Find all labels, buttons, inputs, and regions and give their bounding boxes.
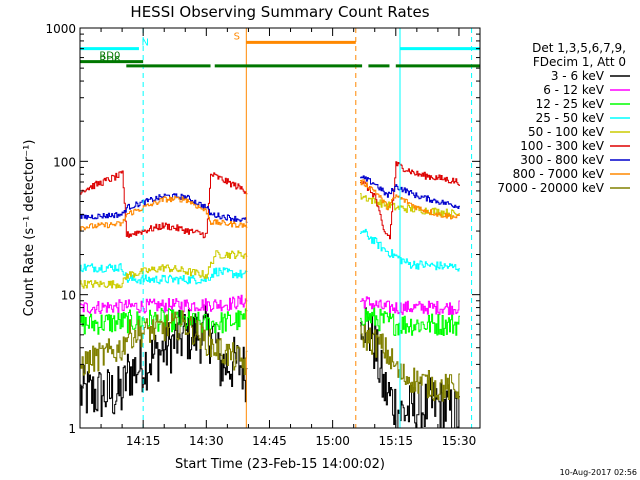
legend-label-300-800-kev: 300 - 800 keV: [520, 153, 604, 167]
series-line-800-7000-kev: [80, 179, 460, 231]
y-tick-label: 1: [68, 422, 76, 436]
x-tick-label: 15:15: [378, 434, 413, 448]
marker-layer: [79, 28, 473, 428]
plot-frame: [79, 27, 481, 429]
x-tick-label: 15:30: [442, 434, 477, 448]
flag-label-s: S: [234, 31, 240, 42]
x-tick-label: 14:30: [189, 434, 224, 448]
series-line-12-25-kev: [80, 307, 460, 336]
legend-label-25-50-kev: 25 - 50 keV: [536, 111, 605, 125]
timestamp: 10-Aug-2017 02:56: [560, 468, 637, 477]
series-line-100-300-kev: [80, 161, 460, 240]
flag-label-rd0: RD0: [99, 51, 120, 62]
series-line-50-100-kev: [80, 193, 460, 289]
flag-label-n: N: [141, 38, 148, 49]
x-axis-label: Start Time (23-Feb-15 14:00:02): [175, 457, 385, 472]
series-line-25-50-kev: [80, 228, 460, 285]
legend-label-50-100-kev: 50 - 100 keV: [528, 125, 605, 139]
legend-label-800-7000-kev: 800 - 7000 keV: [513, 167, 605, 181]
legend-label-7000-20000-kev: 7000 - 20000 keV: [497, 181, 604, 195]
flag-label-rd6: RD6: [99, 55, 120, 66]
series-line-7000-20000-kev: [80, 310, 460, 402]
y-axis-label: Count Rate (s⁻¹ detector⁻¹): [22, 140, 37, 317]
series-line-6-12-kev: [80, 294, 460, 315]
tick-layer: 14:15 14:30 14:45 15:00 15:15 15:30 1 10 100 1000: [45, 22, 480, 448]
y-tick-label: 10: [61, 289, 76, 303]
legend-header-line-2: FDecim 1, Att 0: [533, 55, 626, 69]
chart-title: HESSI Observing Summary Count Rates: [130, 3, 429, 21]
legend-label-6-12-kev: 6 - 12 keV: [543, 83, 605, 97]
legend-header-line-1: Det 1,3,5,6,7,9,: [532, 41, 626, 55]
series-layer: [80, 161, 460, 429]
y-tick-label: 100: [53, 155, 76, 169]
x-tick-label: 14:15: [126, 434, 161, 448]
legend-label-12-25-kev: 12 - 25 keV: [536, 97, 605, 111]
x-tick-label: 14:45: [252, 434, 287, 448]
axes-layer: [79, 27, 481, 429]
y-tick-label: 1000: [45, 22, 76, 36]
x-tick-label: 15:00: [315, 434, 350, 448]
legend-label-3-6-kev: 3 - 6 keV: [551, 69, 605, 83]
legend: Det 1,3,5,6,7,9, FDecim 1, Att 0 3 - 6 k…: [497, 41, 630, 195]
legend-label-100-300-kev: 100 - 300 keV: [520, 139, 604, 153]
